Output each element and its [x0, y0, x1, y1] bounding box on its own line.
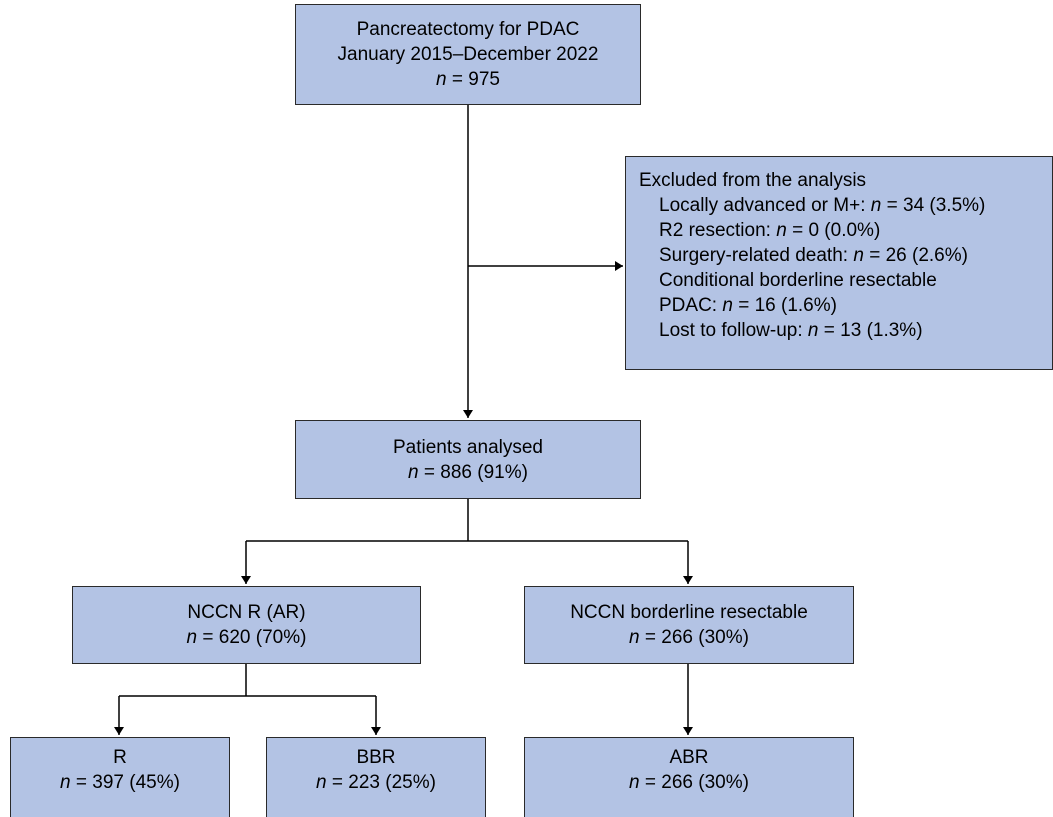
start-line2: January 2015–December 2022: [337, 44, 599, 65]
excluded-item-value: = 0 (0.0%): [786, 220, 881, 241]
excluded-item-label: Surgery-related death:: [659, 245, 854, 266]
nccn-r-count: n = 620 (70%): [187, 625, 307, 650]
abr-count: n = 266 (30%): [629, 770, 749, 795]
n-symbol: n: [408, 461, 419, 483]
bbr-count-value: = 223 (25%): [326, 772, 436, 793]
analysed-count: n = 886 (91%): [408, 460, 528, 485]
r-title: R: [113, 747, 127, 768]
excluded-item-value: = 13 (1.3%): [818, 320, 923, 341]
box-excluded: Excluded from the analysis Locally advan…: [625, 156, 1053, 370]
box-pancreatectomy: Pancreatectomy for PDAC January 2015–Dec…: [295, 4, 641, 105]
r-count-value: = 397 (45%): [70, 772, 180, 793]
n-symbol: n: [722, 295, 733, 316]
analysed-title: Patients analysed: [393, 436, 543, 458]
excluded-item-label: Lost to follow-up:: [659, 320, 808, 341]
n-symbol: n: [629, 627, 640, 648]
excluded-item-conditional-br: Conditional borderline resectable: [659, 268, 1052, 293]
box-nccn-r: NCCN R (AR) n = 620 (70%): [72, 586, 421, 664]
excluded-item-label: Conditional borderline resectable: [659, 270, 937, 291]
excluded-item-lost-follow-up: Lost to follow-up: n = 13 (1.3%): [659, 318, 1052, 343]
abr-title: ABR: [669, 747, 709, 768]
excluded-item-surgery-death: Surgery-related death: n = 26 (2.6%): [659, 243, 1052, 268]
box-nccn-borderline: NCCN borderline resectable n = 266 (30%): [524, 586, 854, 664]
bbr-title: BBR: [356, 747, 396, 768]
start-count-value: = 975: [446, 69, 500, 90]
excluded-item-label: Locally advanced or M+:: [659, 195, 871, 216]
abr-count-value: = 266 (30%): [639, 772, 749, 793]
excluded-heading: Excluded from the analysis: [639, 170, 867, 191]
n-symbol: n: [870, 195, 882, 216]
box-r: R n = 397 (45%): [10, 737, 230, 817]
excluded-item-locally-advanced: Locally advanced or M+: n = 34 (3.5%): [659, 193, 1052, 218]
nccn-br-count-value: = 266 (30%): [639, 627, 749, 648]
excluded-item-r2-resection: R2 resection: n = 0 (0.0%): [659, 218, 1052, 243]
n-symbol: n: [316, 772, 327, 793]
box-abr: ABR n = 266 (30%): [524, 737, 854, 817]
box-patients-analysed: Patients analysed n = 886 (91%): [295, 420, 641, 499]
excluded-item-conditional-br-pdac: PDAC: n = 16 (1.6%): [659, 293, 1052, 318]
bbr-count: n = 223 (25%): [316, 770, 436, 795]
n-symbol: n: [186, 627, 198, 648]
excluded-item-value: = 16 (1.6%): [732, 295, 837, 316]
nccn-br-count: n = 266 (30%): [629, 625, 749, 650]
n-symbol: n: [60, 772, 71, 793]
start-count: n = 975: [436, 67, 500, 92]
nccn-r-count-value: = 620 (70%): [197, 627, 307, 648]
n-symbol: n: [629, 772, 640, 793]
start-line1: Pancreatectomy for PDAC: [356, 19, 580, 40]
analysed-count-value: = 886 (91%): [418, 461, 528, 483]
nccn-br-title: NCCN borderline resectable: [570, 602, 808, 623]
nccn-r-title: NCCN R (AR): [187, 602, 306, 623]
excluded-item-value: = 26 (2.6%): [863, 245, 968, 266]
excluded-item-value: = 34 (3.5%): [881, 195, 986, 216]
n-symbol: n: [776, 220, 787, 241]
excluded-item-label: PDAC:: [659, 295, 723, 316]
r-count: n = 397 (45%): [60, 770, 180, 795]
n-symbol: n: [853, 245, 864, 266]
excluded-item-label: R2 resection:: [659, 220, 777, 241]
box-bbr: BBR n = 223 (25%): [266, 737, 486, 817]
n-symbol: n: [807, 320, 819, 341]
n-symbol: n: [436, 69, 447, 90]
